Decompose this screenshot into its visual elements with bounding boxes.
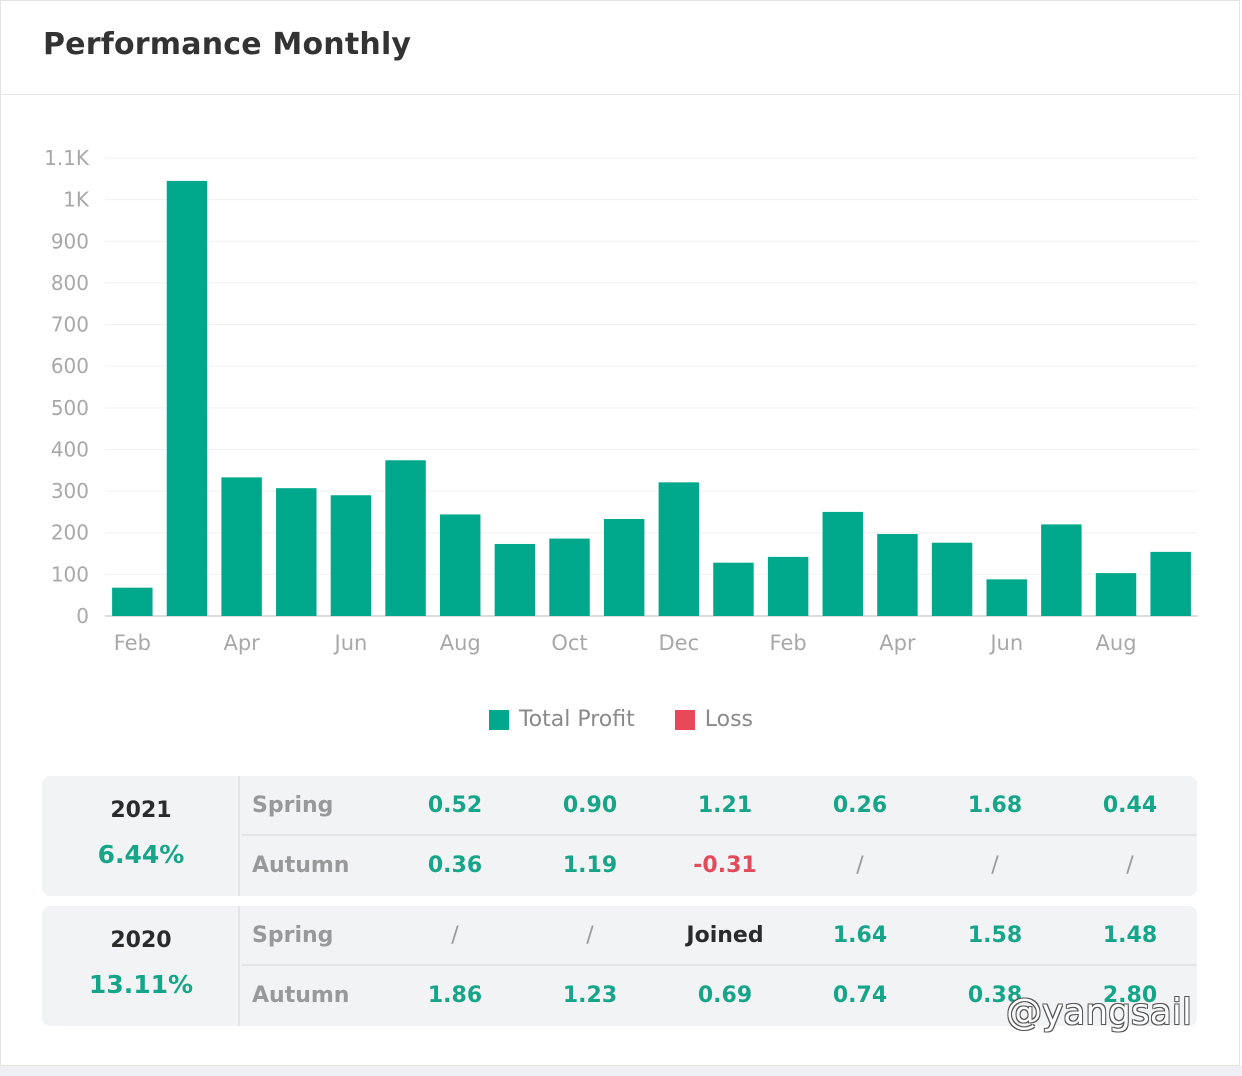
return-cell: 0.52: [427, 793, 483, 818]
return-cell: 1.64: [832, 923, 888, 948]
bar[interactable]: [330, 495, 372, 616]
return-cell: 0.44: [1102, 793, 1158, 818]
return-cell: 1.86: [427, 983, 483, 1008]
season-label: Autumn: [252, 983, 350, 1008]
return-cell: 1.19: [562, 853, 618, 878]
y-tick-label: 600: [51, 354, 89, 378]
x-tick-label: Apr: [879, 631, 916, 655]
x-tick-label: Dec: [659, 631, 700, 655]
season-row-spring: Spring 0.52 0.90 1.21 0.26 1.68 0.44: [242, 776, 1197, 836]
season-label: Spring: [252, 923, 334, 948]
x-tick-label: Feb: [770, 631, 807, 655]
return-cell: 2.80: [1102, 983, 1158, 1008]
x-tick-label: Jun: [333, 631, 368, 655]
year-block-2020: 2020 13.11% Spring / / Joined 1.64 1.58 1.48 Autu…: [42, 906, 1197, 1026]
return-cell: /: [856, 853, 864, 878]
legend-item[interactable]: Total Profit: [488, 707, 635, 732]
y-tick-label: 300: [51, 479, 89, 503]
bar[interactable]: [822, 511, 863, 616]
season-row-autumn: Autumn 0.36 1.19 -0.31 / / /: [242, 836, 1197, 896]
bar[interactable]: [221, 477, 262, 616]
return-cell: 0.90: [562, 793, 618, 818]
return-cell: 0.38: [967, 983, 1023, 1008]
x-tick-label: Jun: [988, 631, 1023, 655]
return-cell: 0.69: [697, 983, 753, 1008]
y-tick-label: 200: [51, 521, 89, 545]
y-tick-label: 700: [51, 313, 89, 337]
return-cell: 1.68: [967, 793, 1023, 818]
season-row-spring: Spring / / Joined 1.64 1.58 1.48: [242, 906, 1197, 966]
x-tick-label: Feb: [114, 631, 151, 655]
legend-label: Total Profit: [518, 707, 635, 732]
season-label: Autumn: [252, 853, 350, 878]
bar[interactable]: [112, 587, 153, 616]
legend-swatch: [674, 709, 695, 730]
bar[interactable]: [1041, 524, 1082, 616]
bar[interactable]: [931, 542, 973, 616]
season-label: Spring: [252, 793, 334, 818]
y-tick-label: 1.1K: [44, 146, 90, 170]
y-tick-label: 800: [51, 271, 89, 295]
page-bottom-strip: [0, 1066, 1242, 1076]
bar[interactable]: [166, 180, 208, 616]
bar[interactable]: [713, 562, 754, 616]
bar[interactable]: [276, 488, 317, 616]
return-cell: /: [991, 853, 999, 878]
monthly-bar-chart: 0 100 200 300 400 500 600 700 800 900 1K 1.1K Feb Apr…: [44, 146, 1198, 655]
year-summary: 2021 6.44%: [42, 776, 240, 896]
return-cell: 0.26: [832, 793, 888, 818]
x-tick-label: Apr: [223, 631, 260, 655]
card-title: Performance Monthly: [43, 27, 412, 62]
legend-label: Loss: [704, 707, 754, 732]
y-tick-label: 100: [51, 562, 89, 586]
x-tick-label: Aug: [440, 631, 481, 655]
bar[interactable]: [986, 579, 1027, 616]
bar[interactable]: [1095, 573, 1137, 616]
return-cell: 0.36: [427, 853, 483, 878]
bar[interactable]: [494, 543, 536, 616]
return-cell: /: [1126, 853, 1134, 878]
year-label: 2021: [110, 798, 172, 823]
year-block-2021: 2021 6.44% Spring 0.52 0.90 1.21 0.26 1.68 0.44 A…: [42, 776, 1197, 896]
legend-item[interactable]: Loss: [674, 707, 754, 732]
return-cell: 0.74: [832, 983, 888, 1008]
y-tick-label: 1K: [63, 188, 90, 212]
bar[interactable]: [767, 556, 809, 616]
return-cell: 1.48: [1102, 923, 1158, 948]
year-return-percent: 6.44%: [97, 840, 185, 869]
season-row-autumn: Autumn 1.86 1.23 0.69 0.74 0.38 2.80: [242, 966, 1197, 1026]
card-header: Performance Monthly: [1, 1, 1241, 95]
return-cell: /: [451, 923, 459, 948]
x-tick-label: Oct: [551, 631, 587, 655]
return-cell: /: [586, 923, 594, 948]
return-cell: 1.23: [562, 983, 618, 1008]
return-cell: 1.21: [697, 793, 753, 818]
return-cell: Joined: [686, 923, 764, 948]
legend-swatch: [488, 709, 509, 730]
bar[interactable]: [549, 538, 590, 616]
x-tick-label: Aug: [1096, 631, 1137, 655]
bar[interactable]: [440, 514, 481, 616]
year-summary: 2020 13.11%: [42, 906, 240, 1026]
bar[interactable]: [1150, 551, 1191, 616]
year-label: 2020: [110, 928, 172, 953]
bar[interactable]: [877, 533, 918, 616]
y-tick-label: 0: [76, 604, 89, 628]
bar[interactable]: [603, 518, 645, 616]
year-return-percent: 13.11%: [88, 970, 194, 999]
bar[interactable]: [385, 460, 426, 616]
y-tick-label: 900: [51, 229, 89, 253]
return-cell: 1.58: [967, 923, 1023, 948]
return-cell: -0.31: [693, 853, 757, 878]
bar[interactable]: [658, 482, 700, 616]
y-tick-label: 400: [51, 437, 89, 461]
chart-legend: Total Profit Loss: [1, 707, 1241, 732]
y-tick-label: 500: [51, 396, 89, 420]
watermark: @yangsail: [1006, 992, 1192, 1033]
